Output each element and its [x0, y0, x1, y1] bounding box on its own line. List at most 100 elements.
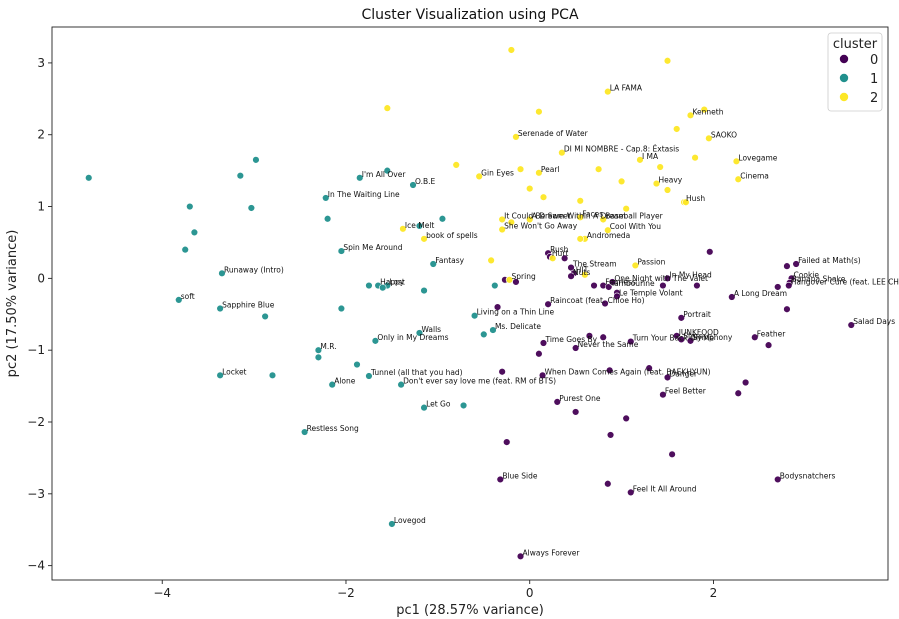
scatter-point-cluster-0 — [512, 278, 520, 286]
point-label: SAOKO — [711, 130, 737, 139]
point-label: Feel Better — [665, 387, 707, 396]
scatter-point-cluster-0 — [627, 337, 635, 346]
scatter-point-cluster-0 — [663, 373, 672, 382]
scatter-point-cluster-2 — [734, 175, 742, 183]
point-label: Serenade of Water — [518, 129, 589, 138]
scatter-point-cluster-1 — [328, 380, 336, 389]
scatter-point-cluster-0 — [659, 391, 667, 399]
y-tick-label: 3 — [37, 56, 45, 70]
scatter-point-cluster-0 — [764, 341, 773, 349]
scatter-point-cluster-1 — [261, 312, 269, 321]
scatter-point-cluster-0 — [503, 438, 511, 446]
point-label: I'm All Over — [362, 170, 407, 179]
scatter-point-cluster-2 — [732, 157, 741, 166]
scatter-point-cluster-2 — [599, 215, 607, 224]
point-label: Spring — [512, 272, 536, 281]
scatter-point-cluster-2 — [498, 225, 506, 234]
scatter-point-cluster-2 — [652, 179, 661, 188]
scatter-point-cluster-2 — [604, 226, 612, 234]
scatter-point-cluster-0 — [663, 274, 672, 283]
scatter-point-cluster-0 — [605, 283, 613, 291]
point-label: Tambourine — [610, 279, 655, 288]
point-label: Hush — [686, 194, 705, 203]
scatter-point-cluster-2 — [604, 87, 612, 96]
point-label: Le Temple Volant — [619, 288, 683, 297]
point-label: Purest One — [559, 394, 601, 403]
point-label: Always Forever — [523, 548, 581, 557]
scatter-point-cluster-2 — [383, 104, 392, 112]
point-label: Heavy — [658, 176, 682, 185]
scatter-point-cluster-0 — [668, 450, 676, 459]
scatter-point-cluster-2 — [705, 134, 713, 143]
scatter-point-cluster-0 — [847, 321, 855, 329]
scatter-point-cluster-1 — [337, 304, 346, 313]
legend-label: 2 — [870, 91, 878, 106]
scatter-point-cluster-1 — [379, 284, 387, 292]
scatter-point-cluster-0 — [553, 398, 561, 406]
scatter-point-cluster-2 — [656, 163, 664, 171]
scatter-point-cluster-1 — [420, 286, 428, 295]
scatter-point-cluster-0 — [659, 281, 667, 290]
point-label: Only in My Dreams — [377, 333, 448, 342]
scatter-point-cluster-2 — [505, 276, 514, 284]
scatter-point-cluster-2 — [682, 198, 690, 206]
scatter-point-cluster-2 — [399, 225, 407, 233]
scatter-point-cluster-0 — [706, 248, 714, 256]
x-tick-label: −4 — [153, 586, 171, 600]
point-label: Baseball Player — [605, 211, 663, 220]
scatter-point-cluster-2 — [452, 161, 460, 169]
legend-label: 1 — [870, 72, 878, 87]
scatter-point-cluster-1 — [337, 247, 346, 255]
scatter-point-cluster-0 — [613, 292, 621, 301]
point-label: Salad Days — [853, 317, 895, 326]
point-label: Failed at Math(s) — [798, 256, 861, 265]
scatter-point-cluster-1 — [371, 337, 380, 345]
scatter-point-cluster-1 — [236, 171, 245, 180]
point-label: Never the Same — [578, 340, 639, 349]
x-tick-label: 2 — [710, 586, 718, 600]
scatter-point-cluster-1 — [218, 269, 226, 278]
point-label: Feel It All Around — [633, 484, 697, 493]
point-label: HIT — [576, 265, 589, 274]
point-label: Feather — [757, 329, 786, 338]
scatter-point-cluster-2 — [548, 254, 557, 262]
scatter-point-cluster-1 — [353, 360, 361, 369]
point-label: Cool With You — [610, 222, 661, 231]
point-label: Living on a Thin Line — [477, 308, 555, 317]
scatter-point-cluster-1 — [314, 346, 323, 354]
point-label: Kenneth — [692, 107, 723, 116]
point-label: M.R. — [320, 342, 336, 351]
scatter-point-cluster-0 — [751, 333, 759, 341]
y-tick-label: −2 — [27, 415, 45, 429]
scatter-point-cluster-1 — [409, 181, 417, 189]
scatter-point-cluster-0 — [601, 299, 609, 308]
scatter-point-cluster-2 — [487, 256, 495, 265]
point-label: Hangover Cure (feat. LEE CHAN) — [791, 278, 899, 287]
point-label: Lost — [389, 278, 405, 287]
scatter-point-cluster-2 — [622, 205, 630, 213]
scatter-point-cluster-2 — [686, 111, 695, 120]
scatter-point-cluster-0 — [606, 431, 615, 439]
scatter-point-cluster-0 — [734, 389, 742, 397]
point-label: Bodysnatchers — [780, 471, 836, 480]
point-label: Cookie — [794, 270, 820, 279]
scatter-point-cluster-0 — [590, 281, 598, 290]
legend-marker-cluster-2 — [839, 92, 849, 102]
scatter-point-cluster-1 — [489, 326, 497, 334]
scatter-point-cluster-1 — [175, 296, 183, 304]
scatter-point-cluster-1 — [459, 401, 468, 410]
point-label: She Won't Go Away — [504, 222, 578, 231]
point-label: In The Waiting Line — [328, 190, 400, 199]
point-label: book of spells — [426, 231, 478, 240]
scatter-point-cluster-0 — [785, 281, 793, 290]
y-tick-label: −3 — [27, 487, 45, 501]
scatter-point-cluster-1 — [190, 228, 199, 237]
scatter-point-cluster-1 — [216, 304, 224, 313]
point-label: Pearl — [541, 165, 560, 174]
scatter-point-cluster-2 — [535, 169, 543, 177]
point-label: A Dream Within A Dream — [532, 211, 626, 220]
scatter-point-cluster-2 — [631, 261, 640, 270]
legend-box — [827, 32, 883, 112]
point-label: Andromeda — [587, 231, 630, 240]
